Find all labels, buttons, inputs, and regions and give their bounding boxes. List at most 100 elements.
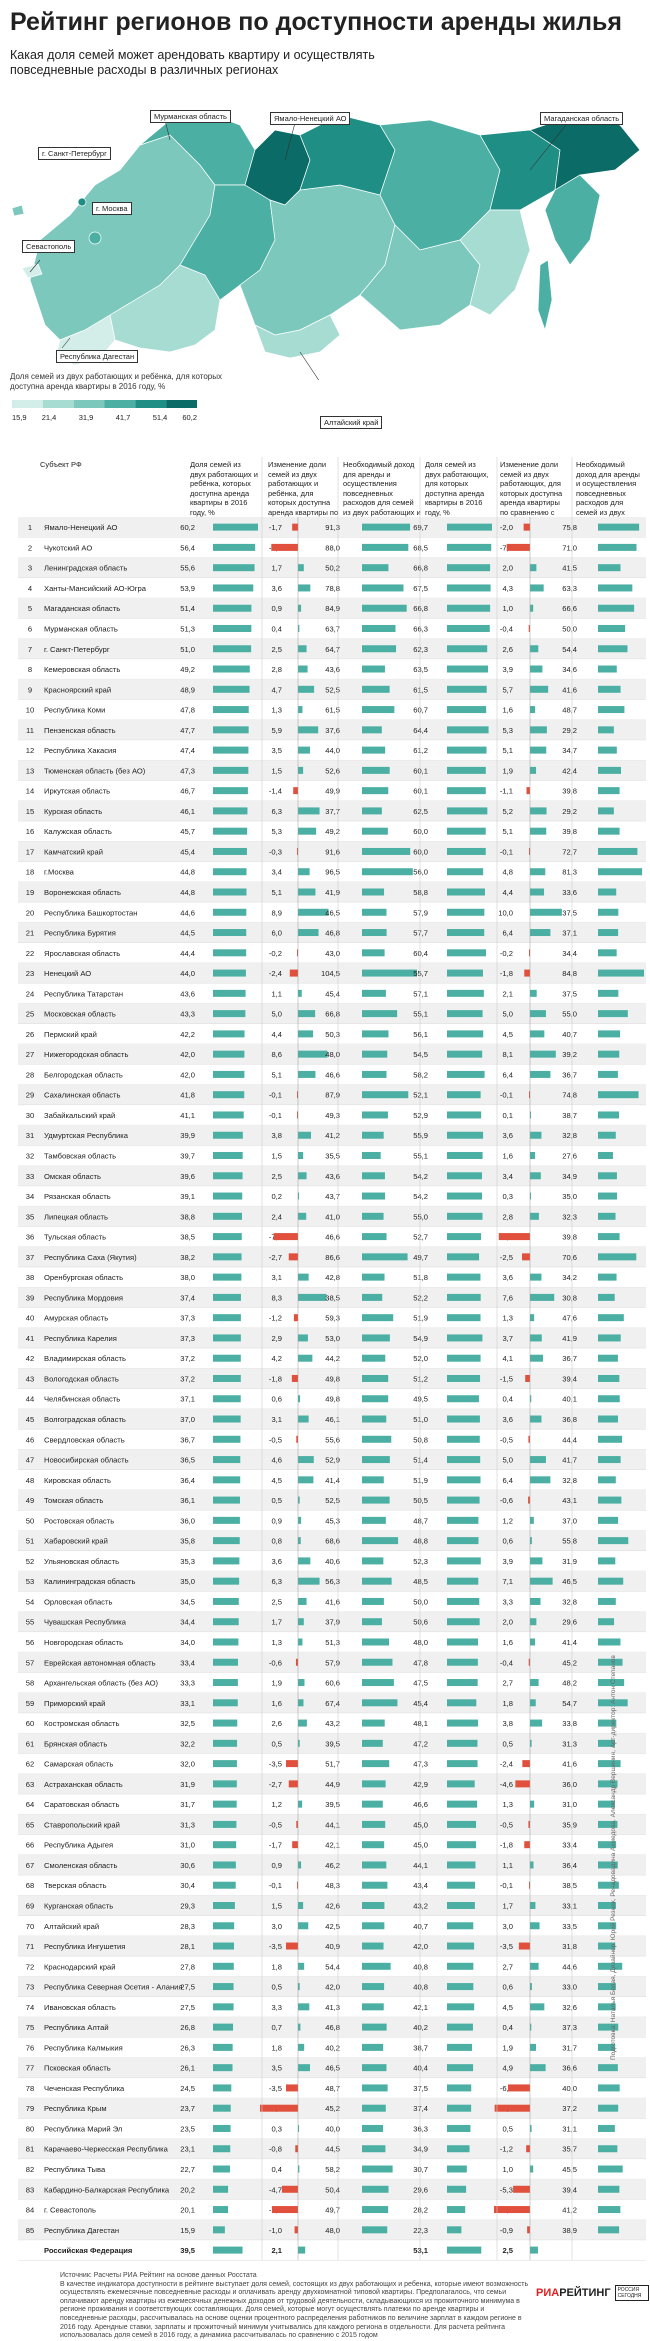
- value-bar: [447, 564, 491, 572]
- table-value: 3,7: [502, 1334, 513, 1343]
- change-bar-positive: [298, 706, 303, 714]
- change-bar-positive: [530, 1111, 531, 1119]
- table-value: 41,3: [325, 2003, 340, 2012]
- change-bar-positive: [298, 584, 311, 592]
- table-region-name: Кабардино-Балкарская Республика: [44, 2185, 170, 2194]
- value-bar: [362, 1111, 388, 1119]
- value-bar: [447, 989, 484, 997]
- table-value: 58,2: [325, 2165, 340, 2174]
- table-region-name: Воронежская область: [44, 888, 121, 897]
- value-bar: [213, 1010, 246, 1018]
- table-value: 48,7: [562, 706, 577, 715]
- table-value: 52,2: [413, 1293, 428, 1302]
- table-value: 55,0: [562, 1010, 577, 1019]
- table-value: 45,4: [325, 989, 340, 998]
- value-bar: [598, 564, 621, 572]
- table-value: 41,6: [562, 1760, 577, 1769]
- legend-tick-label: 51,4: [153, 413, 168, 422]
- table-value: 29,2: [562, 807, 577, 816]
- table-value: 46,2: [325, 1861, 340, 1870]
- row-background: [18, 1773, 646, 1795]
- map-region-south-siberia: [254, 314, 341, 359]
- table-value: 66,8: [325, 1010, 340, 1019]
- table-rank: 84: [26, 2206, 34, 2215]
- table-value: 40,8: [413, 1983, 428, 1992]
- value-bar: [447, 1111, 482, 1119]
- table-region-name: Свердловская область: [44, 1435, 125, 1444]
- table-value: 23,1: [180, 2145, 195, 2154]
- table-rank: 77: [26, 2064, 34, 2073]
- value-bar: [598, 665, 617, 673]
- table-value: 54,4: [325, 1962, 340, 1971]
- table-rank: 55: [26, 1618, 34, 1627]
- change-bar-negative: [289, 969, 298, 977]
- table-value: 36,0: [562, 1780, 577, 1789]
- table-value: 46,5: [325, 908, 340, 917]
- table-value: 41,9: [325, 888, 340, 897]
- change-bar-positive: [530, 1070, 551, 1078]
- value-bar: [598, 929, 619, 937]
- change-bar-negative: [294, 2226, 298, 2234]
- change-bar-positive: [530, 584, 544, 592]
- table-value: 37,7: [325, 807, 340, 816]
- change-bar-negative: [524, 1841, 530, 1849]
- table-value: 40,9: [325, 1942, 340, 1951]
- row-background: [18, 760, 646, 781]
- table-rank: 19: [26, 888, 34, 897]
- table-rank: 81: [26, 2145, 34, 2154]
- table-value: 46,5: [325, 2064, 340, 2073]
- table-value: 2,9: [271, 1334, 282, 1343]
- value-bar: [598, 1354, 618, 1362]
- table-value: -6,9: [500, 2084, 513, 2093]
- row-background: [18, 1206, 646, 1227]
- legend-swatch: [42, 400, 74, 408]
- table-value: 37,6: [325, 726, 340, 735]
- table-value: 5,9: [271, 726, 282, 735]
- value-bar: [447, 584, 491, 592]
- row-background: [18, 1976, 646, 1997]
- value-bar: [447, 868, 484, 876]
- table-value: 38,9: [562, 2226, 577, 2235]
- value-bar: [598, 1070, 618, 1078]
- table-value: 33,5: [562, 1922, 577, 1931]
- table-value: 34,2: [562, 1273, 577, 1282]
- table-value: 71,0: [562, 543, 577, 552]
- value-bar: [213, 1557, 240, 1565]
- table-region-name: Приморский край: [44, 1699, 105, 1708]
- value-bar: [598, 584, 633, 592]
- change-bar-negative: [295, 2145, 298, 2153]
- table-value: 1,8: [271, 2043, 282, 2052]
- table-value: 40,0: [562, 2084, 577, 2093]
- table-value: 49,8: [325, 1374, 340, 1383]
- value-bar: [213, 564, 255, 572]
- value-bar: [447, 969, 483, 977]
- table-rank: 79: [26, 2104, 34, 2113]
- row-background: [18, 1854, 646, 1876]
- table-value: 36,0: [180, 1516, 195, 1525]
- value-bar: [362, 1192, 385, 1200]
- value-bar: [362, 1273, 385, 1281]
- value-bar: [362, 2206, 389, 2214]
- value-bar: [362, 1881, 388, 1889]
- table-region-name: Астраханская область: [44, 1780, 123, 1789]
- value-bar: [447, 2104, 472, 2112]
- table-value: 3,3: [502, 1597, 513, 1606]
- row-background: [18, 800, 646, 822]
- table-value: 37,4: [413, 2104, 428, 2113]
- value-bar: [362, 706, 395, 714]
- change-bar-positive: [298, 604, 302, 612]
- value-bar: [213, 706, 249, 714]
- table-value: 42,0: [180, 1070, 195, 1079]
- table-value: 56,3: [325, 1577, 340, 1586]
- table-value: 31,0: [562, 1800, 577, 1809]
- table-rank: 72: [26, 1962, 34, 1971]
- table-value: 38,5: [325, 1293, 340, 1302]
- table-value: 1,5: [271, 1152, 282, 1161]
- value-bar: [362, 665, 385, 673]
- change-bar-positive: [530, 2246, 538, 2254]
- value-bar: [362, 1516, 386, 1524]
- table-value: 3,9: [502, 665, 513, 674]
- value-bar: [598, 1395, 620, 1403]
- map-leader-dagestan: [61, 337, 71, 349]
- table-value: 74,8: [562, 1091, 577, 1100]
